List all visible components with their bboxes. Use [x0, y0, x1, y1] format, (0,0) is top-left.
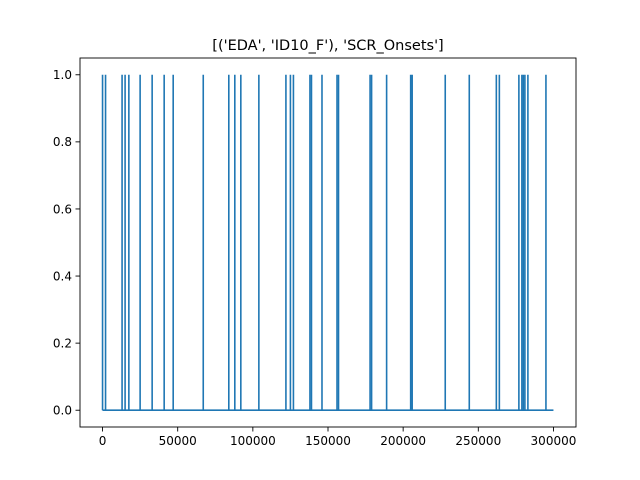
x-tick-label: 100000	[230, 434, 276, 448]
x-tick-label: 0	[99, 434, 107, 448]
y-tick-label: 0.0	[53, 404, 72, 418]
x-tick-label: 250000	[455, 434, 501, 448]
x-tick-label: 300000	[531, 434, 577, 448]
y-tick-label: 0.2	[53, 336, 72, 350]
y-tick-label: 0.8	[53, 135, 72, 149]
chart-title: [('EDA', 'ID10_F'), 'SCR_Onsets']	[212, 38, 443, 54]
x-tick-label: 150000	[305, 434, 351, 448]
y-tick-label: 0.6	[53, 202, 72, 216]
y-tick-label: 1.0	[53, 68, 72, 82]
y-tick-label: 0.4	[53, 269, 72, 283]
x-tick-label: 200000	[380, 434, 426, 448]
x-axis-ticks: 0 50000 100000 150000 200000 250000 300000	[99, 427, 577, 448]
y-axis-ticks: 0.0 0.2 0.4 0.6 0.8 1.0	[53, 68, 80, 418]
x-tick-label: 50000	[159, 434, 197, 448]
series-group	[101, 74, 554, 412]
